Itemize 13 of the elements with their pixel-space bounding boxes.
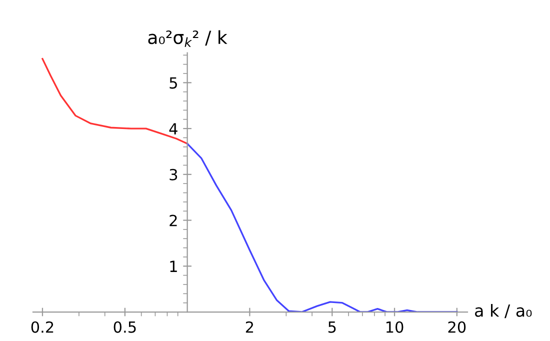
x-tick-label: 5 xyxy=(328,322,336,333)
y-axis-title: a₀²σ$_{k}$² / k xyxy=(148,30,228,47)
y-tick-label: 3 xyxy=(170,168,178,180)
y-tick-label: 2 xyxy=(170,214,177,226)
x-axis-title: a k / a₀ xyxy=(475,304,532,318)
y-tick-label: 5 xyxy=(170,77,177,89)
x-tick-label: 10 xyxy=(386,321,404,333)
x-tick-label: 20 xyxy=(448,321,466,333)
x-tick-label: 0.5 xyxy=(114,321,136,333)
x-tick-label: 0.2 xyxy=(31,321,54,333)
x-tick-label: 2 xyxy=(246,321,254,333)
y-tick-label: 4 xyxy=(169,123,178,134)
y-tick-label: 1 xyxy=(170,260,177,272)
